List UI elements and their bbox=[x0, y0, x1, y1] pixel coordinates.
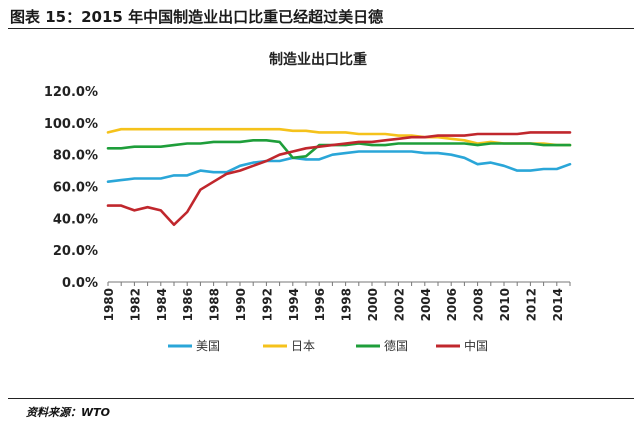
series-lines bbox=[106, 127, 572, 226]
y-tick-label: 100.0% bbox=[44, 117, 98, 132]
x-tick-label: 1984 bbox=[155, 288, 169, 321]
y-axis: 0.0% 20.0% 40.0% 60.0% 80.0% 100.0% 120.0% bbox=[44, 85, 98, 291]
legend-label: 日本 bbox=[291, 339, 315, 353]
y-tick-label: 60.0% bbox=[53, 181, 98, 196]
x-tick-label: 1992 bbox=[260, 288, 274, 321]
x-tick-label: 1980 bbox=[102, 288, 116, 321]
line-chart: 制造业出口比重 0.0% 20.0% 40.0% 60.0% 80.0% 100.0% 12… bbox=[44, 51, 572, 353]
top-rule bbox=[8, 28, 634, 29]
x-tick-label: 2008 bbox=[472, 288, 486, 321]
x-axis: 1980 1982 1984 1986 1988 1990 1992 1994 1996 1998… bbox=[102, 281, 571, 321]
bottom-rule bbox=[8, 398, 634, 399]
x-tick-label: 2004 bbox=[419, 288, 433, 321]
chart-title: 制造业出口比重 bbox=[269, 51, 367, 68]
x-tick-label: 2010 bbox=[498, 288, 512, 321]
x-tick-label: 1988 bbox=[208, 288, 222, 321]
x-tick-label: 2000 bbox=[366, 288, 380, 321]
x-tick-label: 1998 bbox=[340, 288, 354, 321]
x-tick-label: 1996 bbox=[313, 288, 327, 321]
x-tick-label: 1990 bbox=[234, 288, 248, 321]
y-tick-label: 20.0% bbox=[53, 244, 98, 259]
x-tick-label: 2006 bbox=[445, 288, 459, 321]
series-line bbox=[106, 127, 572, 147]
x-tick-label: 2012 bbox=[524, 288, 538, 321]
series-line bbox=[106, 150, 572, 183]
legend-label: 中国 bbox=[464, 338, 488, 353]
y-tick-label: 0.0% bbox=[62, 276, 98, 291]
x-tick-label: 1986 bbox=[181, 288, 195, 321]
x-tick-label: 1994 bbox=[287, 288, 301, 321]
x-tick-label: 2014 bbox=[551, 288, 565, 321]
figure-caption: 图表 15：2015 年中国制造业出口比重已经超过美日德 bbox=[10, 8, 384, 26]
x-tick-label: 1982 bbox=[128, 288, 142, 321]
y-tick-label: 40.0% bbox=[53, 212, 98, 227]
legend-label: 美国 bbox=[196, 339, 220, 353]
legend-label: 德国 bbox=[384, 338, 408, 353]
y-tick-label: 80.0% bbox=[53, 149, 98, 164]
series-line bbox=[106, 131, 572, 226]
legend: 美国 日本 德国 中国 bbox=[168, 338, 488, 353]
source-note: 资料来源：WTO bbox=[26, 406, 110, 419]
y-tick-label: 120.0% bbox=[44, 85, 98, 100]
x-tick-label: 2002 bbox=[392, 288, 406, 321]
